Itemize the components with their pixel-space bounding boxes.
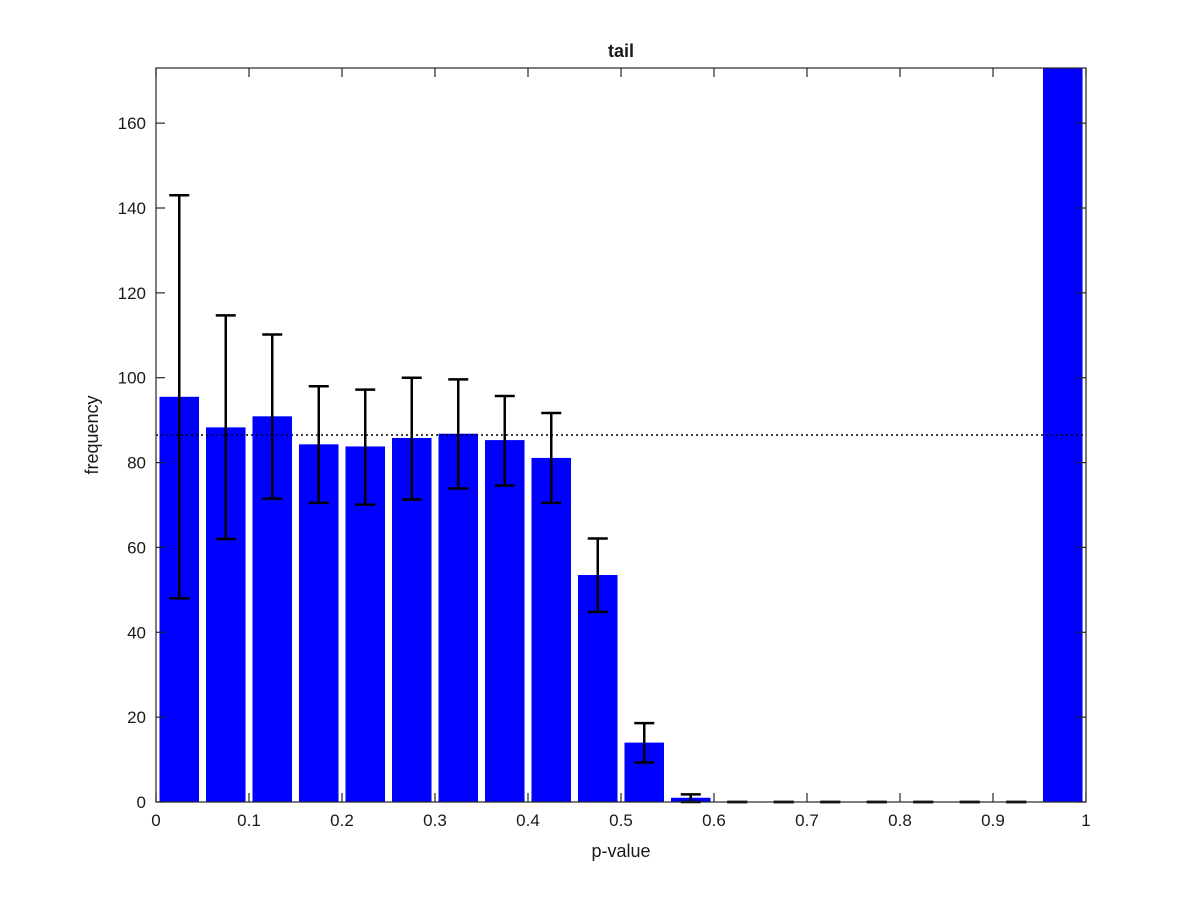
bar-6 <box>438 433 479 802</box>
errorbar-7 <box>494 394 515 487</box>
errorbar-5 <box>401 376 422 501</box>
errorbar-6 <box>448 378 469 490</box>
y-tick-label: 120 <box>118 284 146 303</box>
y-tick-label: 20 <box>127 708 146 727</box>
x-tick-label: 0.2 <box>330 811 354 830</box>
x-tick-label: 0.3 <box>423 811 447 830</box>
x-tick-label: 0.1 <box>237 811 261 830</box>
y-tick-label: 140 <box>118 199 146 218</box>
x-tick-label: 0 <box>151 811 160 830</box>
axes-box <box>155 67 1087 803</box>
ticks-layer: 0 0.1 0.2 0.3 0.4 0.5 0.6 0.7 0.8 0.9 1 0 20 40 60 80 10… <box>118 68 1091 830</box>
x-tick-label: 1 <box>1081 811 1090 830</box>
x-tick-label: 0.6 <box>702 811 726 830</box>
errorbar-10 <box>634 721 655 764</box>
x-tick-label: 0.9 <box>981 811 1005 830</box>
errorbar-0 <box>169 194 190 600</box>
y-tick-label: 40 <box>127 623 146 642</box>
errorbar-2 <box>262 333 283 500</box>
errorbar-8 <box>541 411 562 505</box>
x-tick-label: 0.7 <box>795 811 819 830</box>
chart-title: tail <box>608 41 634 61</box>
x-tick-label: 0.8 <box>888 811 912 830</box>
errorbar-4 <box>355 388 376 506</box>
x-tick-label: 0.5 <box>609 811 633 830</box>
y-tick-label: 60 <box>127 538 146 557</box>
errorbar-1 <box>215 314 236 541</box>
x-axis-label: p-value <box>591 841 650 861</box>
y-tick-label: 100 <box>118 369 146 388</box>
y-tick-label: 160 <box>118 114 146 133</box>
errorbar-3 <box>308 384 329 505</box>
bar-7 <box>484 440 525 802</box>
bar-8 <box>531 457 572 802</box>
y-tick-label: 80 <box>127 454 146 473</box>
x-tick-label: 0.4 <box>516 811 540 830</box>
errorbar-9 <box>587 537 608 614</box>
y-tick-label: 0 <box>137 793 146 812</box>
y-axis-label: frequency <box>82 395 102 474</box>
